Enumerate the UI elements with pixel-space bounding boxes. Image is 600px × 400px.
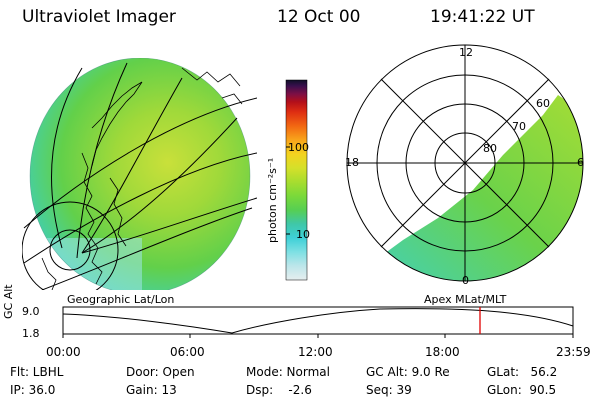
instrument-title: Ultraviolet Imager bbox=[22, 7, 176, 27]
mlat-label-60: 60 bbox=[536, 97, 550, 110]
status-gain: Gain: 13 bbox=[126, 383, 177, 397]
altitude-ytick-min: 1.8 bbox=[22, 327, 40, 340]
status-glon: GLon: 90.5 bbox=[487, 383, 557, 397]
mlt-label-12: 12 bbox=[459, 46, 473, 59]
status-seq: Seq: 39 bbox=[366, 383, 412, 397]
altitude-ytick-max: 9.0 bbox=[22, 305, 40, 318]
status-glat: GLat: 56.2 bbox=[487, 365, 558, 379]
status-gc-alt: GC Alt: 9.0 Re bbox=[366, 365, 450, 379]
altitude-ylabel: GC Alt bbox=[2, 284, 15, 319]
status-mode: Mode: Normal bbox=[246, 365, 330, 379]
auroral-emission bbox=[30, 58, 250, 290]
polar-auroral-emission bbox=[363, 95, 583, 281]
polar-grid bbox=[346, 44, 584, 282]
colorbar-unit-label: photon cm⁻²s⁻¹ bbox=[266, 157, 279, 243]
geographic-caption: Geographic Lat/Lon bbox=[67, 293, 175, 306]
time-tick-0600: 06:00 bbox=[170, 345, 205, 359]
colorbar-tick-100: 100 bbox=[288, 141, 309, 154]
mlat-label-70: 70 bbox=[512, 120, 526, 133]
mlt-label-0: 0 bbox=[462, 274, 469, 287]
colorbar-tick-10: 10 bbox=[296, 228, 310, 241]
status-filter: Flt: LBHL bbox=[10, 365, 64, 379]
coastlines bbox=[41, 67, 243, 290]
time-tick-1800: 18:00 bbox=[425, 345, 460, 359]
status-dsp: Dsp: -2.6 bbox=[246, 383, 312, 397]
color-scale-bar bbox=[285, 79, 308, 281]
time-tick-0000: 00:00 bbox=[46, 345, 81, 359]
mlt-label-6: 6 bbox=[577, 156, 584, 169]
mlat-label-80: 80 bbox=[483, 142, 497, 155]
apex-caption: Apex MLat/MLT bbox=[424, 293, 507, 306]
geographic-map bbox=[22, 58, 257, 290]
polar-mlat-mlt-plot bbox=[346, 44, 584, 282]
status-ip: IP: 36.0 bbox=[10, 383, 56, 397]
time-tick-2359: 23:59 bbox=[556, 345, 591, 359]
status-door: Door: Open bbox=[126, 365, 195, 379]
altitude-timeline bbox=[62, 306, 574, 338]
time-tick-1200: 12:00 bbox=[298, 345, 333, 359]
mlt-label-18: 18 bbox=[345, 156, 359, 169]
image-time: 19:41:22 UT bbox=[430, 7, 535, 27]
image-date: 12 Oct 00 bbox=[277, 7, 361, 27]
